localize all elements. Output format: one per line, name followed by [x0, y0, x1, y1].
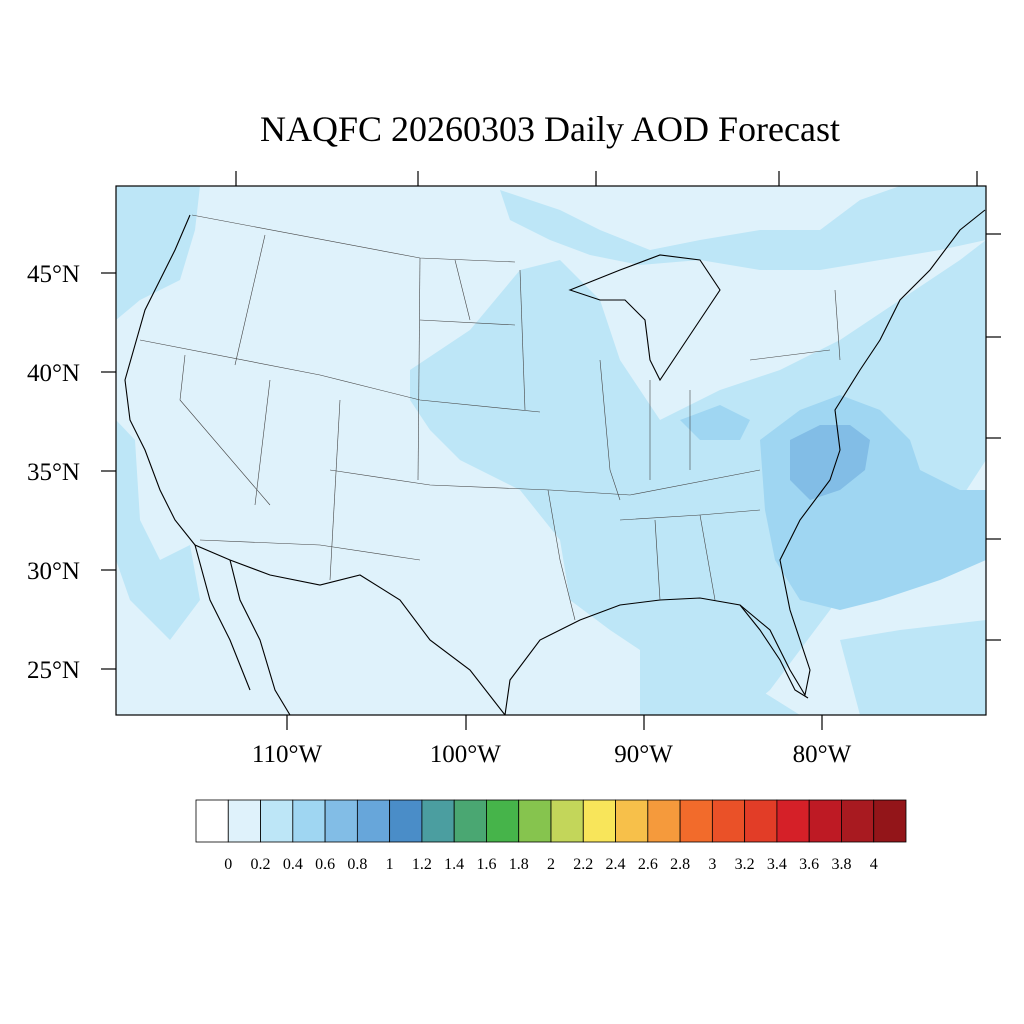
aod-region-atlantic	[840, 620, 986, 715]
colorbar-label: 2.6	[638, 856, 658, 873]
colorbar-label: 4	[870, 856, 878, 873]
colorbar-label: 3	[708, 856, 716, 873]
latitude-label: 25°N	[27, 657, 80, 684]
colorbar-swatch	[453, 799, 487, 843]
colorbar-swatch	[486, 799, 520, 843]
longitude-labels: 110°W 100°W 90°W 80°W	[252, 741, 852, 768]
colorbar-label: 2.4	[606, 856, 626, 873]
colorbar-swatch	[744, 799, 778, 843]
great-lakes	[568, 254, 721, 382]
colorbar-swatch	[711, 799, 746, 843]
colorbar-swatch	[389, 799, 423, 843]
colorbar	[195, 799, 907, 843]
colorbar-label: 1.4	[444, 856, 464, 873]
colorbar-swatch	[873, 799, 907, 843]
colorbar-label: 3.6	[799, 856, 819, 873]
map-title: NAQFC 20260303 Daily AOD Forecast	[260, 109, 840, 149]
colorbar-label: 2.8	[670, 856, 690, 873]
aod-shading	[116, 186, 986, 715]
latitude-labels: 45°N 40°N 35°N 30°N 25°N	[27, 261, 80, 684]
aod-region-plains	[410, 240, 986, 715]
colorbar-label: 0.8	[347, 856, 367, 873]
colorbar-swatch	[808, 799, 842, 843]
colorbar-swatch	[679, 799, 713, 843]
longitude-label: 110°W	[252, 741, 323, 768]
colorbar-swatch	[195, 799, 229, 843]
colorbar-swatch	[582, 799, 616, 843]
aod-region-midwest	[680, 405, 750, 440]
aod-region-north	[500, 186, 986, 270]
colorbar-swatch	[647, 799, 681, 843]
us-outline	[124, 209, 986, 715]
colorbar-label: 1.8	[509, 856, 529, 873]
colorbar-label: 2	[547, 856, 555, 873]
colorbar-label: 3.4	[767, 856, 787, 873]
longitude-label: 90°W	[614, 741, 673, 768]
colorbar-label: 1	[386, 856, 394, 873]
mexico-coast	[229, 559, 291, 715]
longitude-label: 80°W	[793, 741, 852, 768]
latitude-label: 35°N	[27, 459, 80, 486]
colorbar-swatch	[324, 799, 358, 843]
colorbar-swatch	[292, 799, 326, 843]
aod-region-gulf	[640, 640, 800, 715]
baja	[194, 544, 251, 691]
colorbar-swatch	[227, 799, 261, 843]
colorbar-swatch	[260, 799, 294, 843]
colorbar-swatch	[550, 799, 584, 843]
latitude-label: 40°N	[27, 360, 80, 387]
florida	[739, 604, 809, 699]
colorbar-swatch	[776, 799, 810, 843]
colorbar-label: 0.6	[315, 856, 335, 873]
colorbar-label: 1.2	[412, 856, 432, 873]
colorbar-swatch	[356, 799, 391, 843]
colorbar-label: 3.2	[735, 856, 755, 873]
longitude-label: 100°W	[430, 741, 501, 768]
colorbar-label: 0.4	[283, 856, 303, 873]
colorbar-swatch	[615, 799, 649, 843]
colorbar-swatch	[518, 799, 552, 843]
aod-region-west-coast	[116, 420, 200, 640]
colorbar-swatch	[421, 799, 455, 843]
aod-region-carolinas	[790, 425, 870, 500]
colorbar-labels: 0 0.2 0.4 0.6 0.8 1 1.2 1.4 1.6 1.8 2 2.2 2.4 2.6 2.8 3…	[224, 856, 877, 873]
colorbar-label: 0	[224, 856, 232, 873]
colorbar-swatch	[841, 799, 875, 843]
state-borders	[139, 214, 841, 621]
colorbar-label: 1.6	[476, 856, 496, 873]
coastlines	[124, 209, 986, 715]
latitude-label: 30°N	[27, 558, 80, 585]
colorbar-label: 3.8	[831, 856, 851, 873]
map-ticks	[101, 171, 1001, 730]
aod-region-northwest	[116, 186, 200, 320]
map-frame	[115, 185, 987, 716]
latitude-label: 45°N	[27, 261, 80, 288]
colorbar-label: 2.2	[573, 856, 593, 873]
colorbar-label: 0.2	[251, 856, 271, 873]
